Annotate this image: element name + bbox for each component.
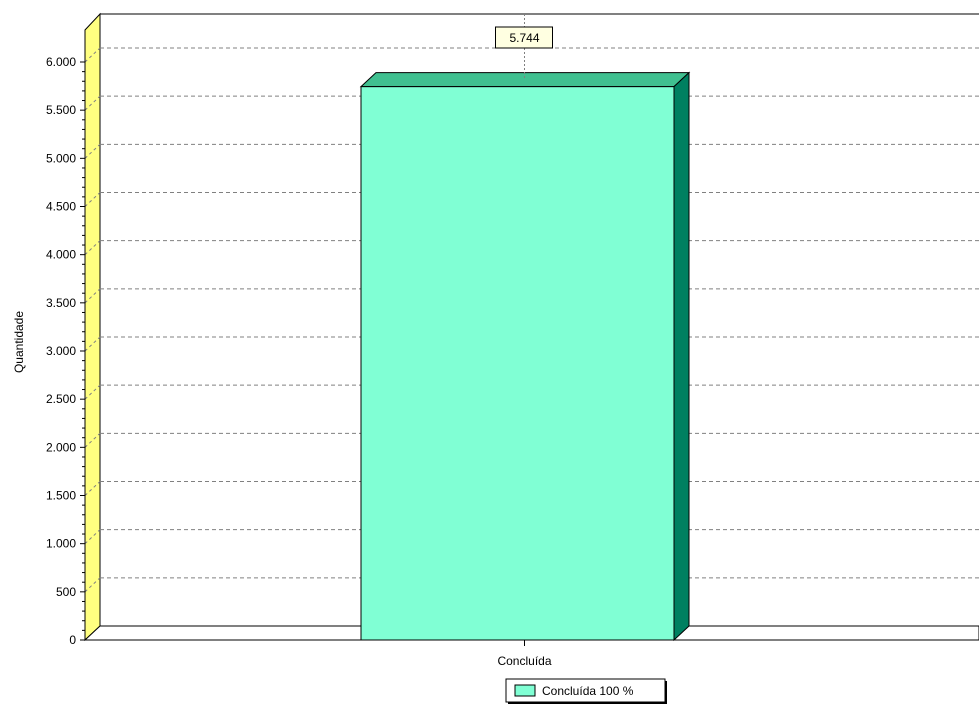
bar-side [673, 71, 690, 642]
bar-top [359, 72, 691, 88]
legend-swatch [514, 684, 536, 697]
y-tick-label: 4.000 [46, 248, 76, 262]
y-tick-label: 6.000 [46, 55, 76, 69]
y-tick-label: 5.000 [46, 151, 76, 165]
left-wall [84, 12, 101, 642]
bars: 5.744 [359, 14, 691, 642]
bar: 5.744 [359, 14, 691, 642]
y-tick-label: 0 [69, 633, 76, 647]
y-tick-label: 4.500 [46, 200, 76, 214]
bar-front [360, 86, 675, 641]
y-tick-label: 500 [56, 585, 76, 599]
y-tick-label: 5.500 [46, 103, 76, 117]
y-tick-label: 2.500 [46, 392, 76, 406]
legend-label: Concluída 100 % [542, 684, 634, 698]
x-tick-label: Concluída [497, 654, 551, 668]
legend: Concluída 100 % [505, 678, 667, 704]
data-label-box [495, 26, 553, 49]
legend-box [505, 678, 666, 703]
y-tick-label: 1.000 [46, 537, 76, 551]
x-axis-ticks: Concluída [85, 639, 979, 668]
y-tick-label: 1.500 [46, 489, 76, 503]
y-axis-ticks: 0 500 1.000 1.500 2.000 2.500 3.000 3.500 4.000 4… [46, 30, 86, 647]
data-label: 5.744 [509, 31, 539, 45]
y-axis-label: Quantidade [12, 311, 26, 373]
y-tick-label: 3.500 [46, 296, 76, 310]
y-tick-label: 2.000 [46, 440, 76, 454]
y-tick-label: 3.000 [46, 344, 76, 358]
